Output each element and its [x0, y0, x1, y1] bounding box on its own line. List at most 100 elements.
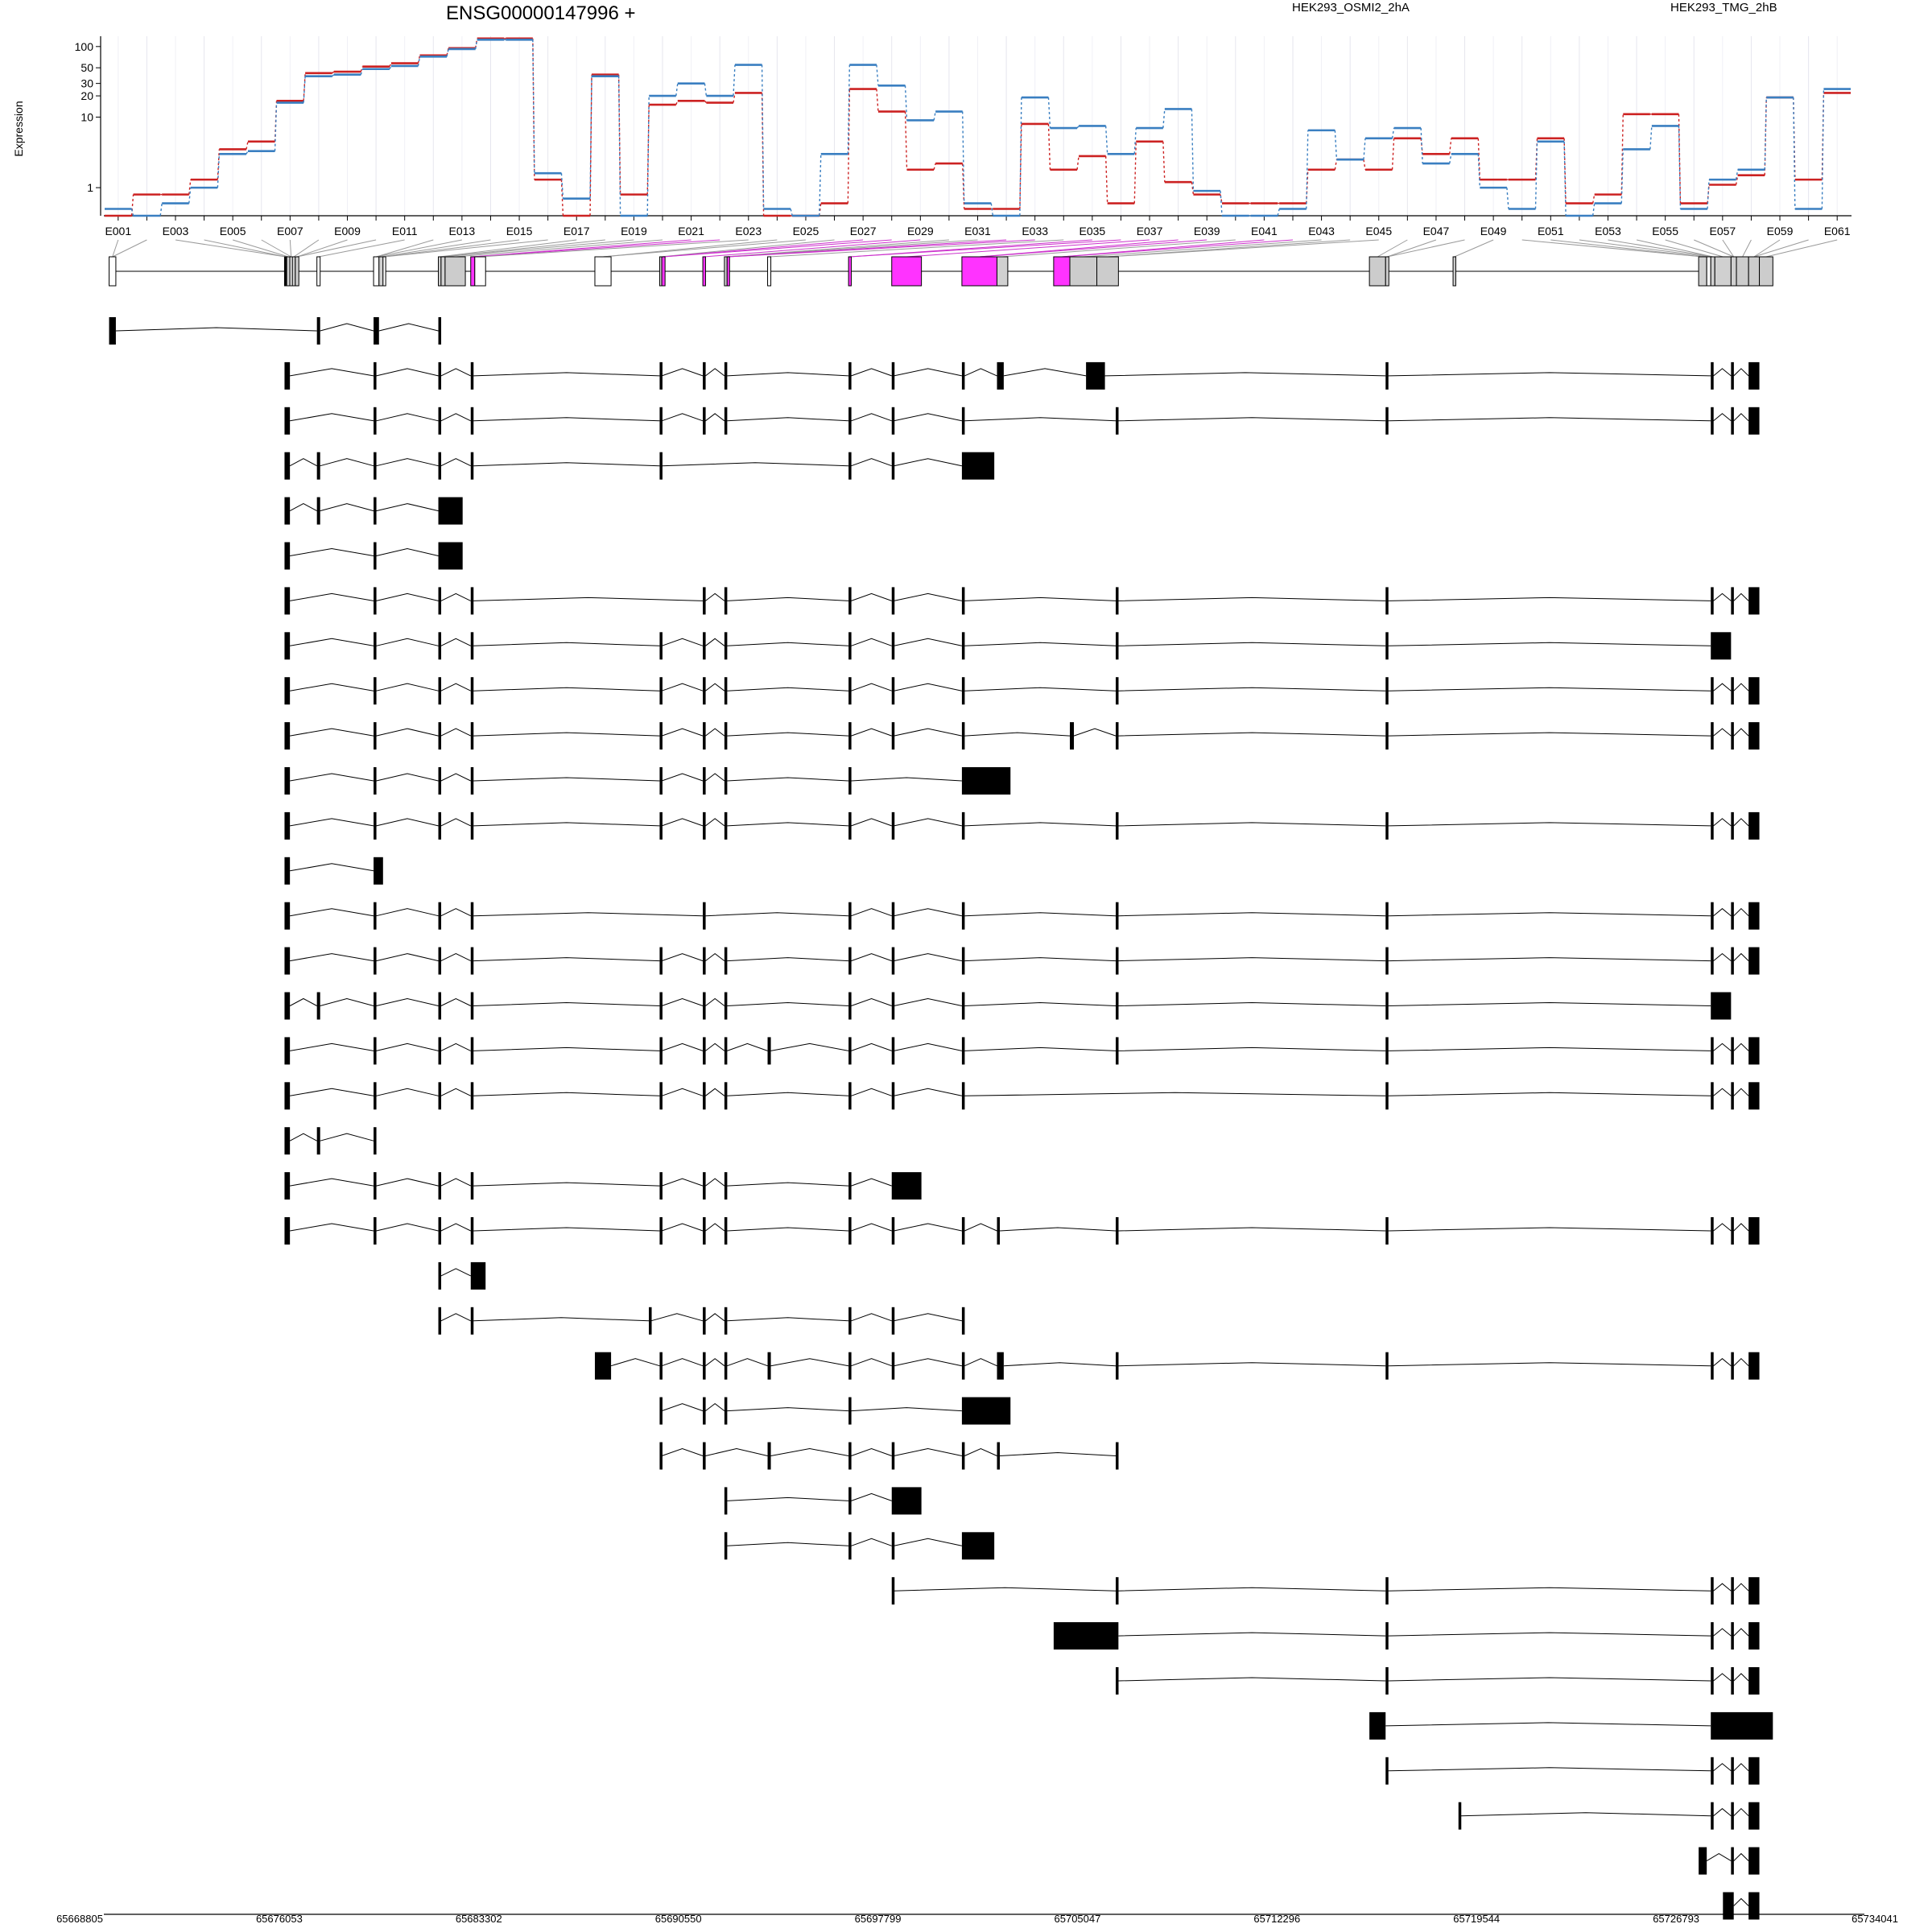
transcript-8-exon-3 [438, 632, 442, 660]
transcript-18-exon-5 [659, 1082, 663, 1110]
transcript-9-exon-7 [724, 677, 728, 705]
transcript-21-exon-9 [891, 1217, 895, 1245]
x-tick-label-E043: E043 [1308, 225, 1335, 237]
series-1-connector-E057 [1735, 175, 1739, 185]
transcript-16-exon-5 [470, 992, 474, 1020]
transcript-7-exon-12 [1711, 587, 1714, 615]
transcript-15-intron-3 [440, 953, 471, 962]
transcript-4-intron-3 [376, 458, 439, 467]
transcript-2-intron-15 [1733, 368, 1749, 377]
transcript-11-exon-5 [659, 767, 663, 795]
series-1-connector-E047 [1449, 138, 1452, 155]
exon-link-E001 [112, 239, 119, 258]
transcript-30-intron-3 [1713, 1628, 1732, 1637]
transcript-11-intron-1 [290, 773, 374, 782]
transcript-12-exon-3 [438, 811, 442, 840]
transcript-3-exon-12 [1385, 407, 1389, 435]
transcript-22-intron-1 [440, 1268, 471, 1277]
transcript-8-exon-12 [1385, 632, 1389, 660]
transcript-11-exon-9 [961, 767, 1011, 795]
transcript-24-exon-14 [1748, 1352, 1760, 1380]
transcript-6 [284, 542, 463, 570]
transcript-18-exon-3 [438, 1082, 442, 1110]
series-2-connector-E027 [876, 64, 879, 86]
exon-bin-31 [1385, 256, 1389, 287]
transcript-10-intron-9 [894, 728, 963, 737]
x-tick-label-E009: E009 [334, 225, 361, 237]
transcript-12-intron-11 [1118, 822, 1386, 827]
transcript-21-intron-2 [376, 1223, 439, 1232]
transcript-6-exon-3 [438, 542, 463, 570]
transcript-34-intron-3 [1733, 1808, 1749, 1817]
transcript-1-exon-2 [316, 317, 320, 345]
transcript-8-intron-3 [440, 638, 471, 646]
transcript-20-exon-7 [724, 1172, 728, 1200]
transcript-8-intron-6 [705, 638, 725, 646]
exon-link-E004 [204, 239, 286, 258]
transcript-9-intron-8 [851, 683, 892, 692]
transcript-12-intron-6 [705, 818, 725, 827]
transcript-14-intron-11 [1713, 908, 1732, 917]
transcript-17-exon-7 [724, 1037, 728, 1065]
x-tick-label-E011: E011 [392, 225, 418, 237]
transcript-30-exon-3 [1711, 1622, 1714, 1650]
transcript-8-intron-10 [964, 642, 1117, 646]
transcript-23-intron-6 [851, 1313, 892, 1322]
series-2-connector-E010 [389, 65, 392, 70]
transcript-3-intron-9 [894, 413, 963, 422]
exon-bin-21 [726, 256, 730, 287]
x-tick-label-E049: E049 [1480, 225, 1507, 237]
x-tick-label-E051: E051 [1538, 225, 1564, 237]
transcript-32-intron-1 [1385, 1722, 1711, 1727]
transcript-23-intron-1 [440, 1313, 471, 1322]
transcript-7-exon-1 [284, 587, 291, 615]
transcript-2-intron-11 [1003, 368, 1087, 377]
exon-link-E059 [1753, 239, 1781, 258]
transcript-17-intron-11 [964, 1047, 1117, 1051]
transcript-10-exon-12 [1115, 722, 1119, 750]
transcript-36 [1723, 1892, 1760, 1920]
x-tick-label-E021: E021 [678, 225, 704, 237]
transcript-24-exon-12 [1711, 1352, 1714, 1380]
transcript-16-exon-11 [961, 992, 965, 1020]
transcript-20-exon-5 [659, 1172, 663, 1200]
transcript-14-intron-6 [851, 908, 892, 917]
transcript-26-exon-1 [659, 1442, 663, 1470]
transcript-3-exon-5 [659, 407, 663, 435]
transcript-7-exon-4 [470, 587, 474, 615]
transcript-10-exon-1 [284, 722, 291, 750]
transcript-10-intron-3 [440, 728, 471, 737]
transcript-4-exon-4 [438, 452, 442, 480]
transcript-20-intron-8 [851, 1178, 892, 1187]
transcript-15-exon-13 [1711, 947, 1714, 975]
transcript-15-intron-5 [661, 953, 704, 962]
series-2-connector-E045 [1391, 127, 1395, 138]
transcript-19-intron-1 [289, 1133, 317, 1142]
transcript-9-intron-14 [1733, 683, 1749, 692]
genome-tick-label-65712296: 65712296 [1253, 1913, 1300, 1924]
transcript-15-exon-4 [470, 947, 474, 975]
series-1-connector-E036 [1133, 141, 1137, 204]
series-2-connector-E060 [1821, 89, 1825, 209]
transcript-tracks [109, 317, 1773, 1920]
legend-series-2: HEK293_TMG_2hB [1670, 1, 1777, 14]
transcript-9-exon-11 [1115, 677, 1119, 705]
transcript-7-exon-10 [1115, 587, 1119, 615]
exon-link-E015 [384, 239, 520, 258]
transcript-12-exon-5 [659, 811, 663, 840]
y-tick-label-10: 10 [80, 110, 93, 123]
transcript-23-intron-4 [705, 1313, 725, 1322]
transcript-12-intron-14 [1733, 818, 1749, 827]
transcript-18-exon-8 [848, 1082, 852, 1110]
transcript-16-intron-12 [1118, 1001, 1386, 1006]
transcript-18-intron-13 [1733, 1088, 1749, 1096]
transcript-7-intron-7 [851, 592, 892, 601]
transcript-16-intron-13 [1388, 1001, 1711, 1006]
transcript-18-exon-10 [961, 1082, 965, 1110]
transcript-6-intron-2 [376, 547, 439, 556]
exon-bin-40 [1759, 256, 1773, 287]
transcript-4-exon-7 [848, 452, 852, 480]
x-tick-label-E005: E005 [220, 225, 246, 237]
series-2-connector-E025 [819, 154, 822, 217]
transcript-21-intron-8 [851, 1223, 892, 1232]
